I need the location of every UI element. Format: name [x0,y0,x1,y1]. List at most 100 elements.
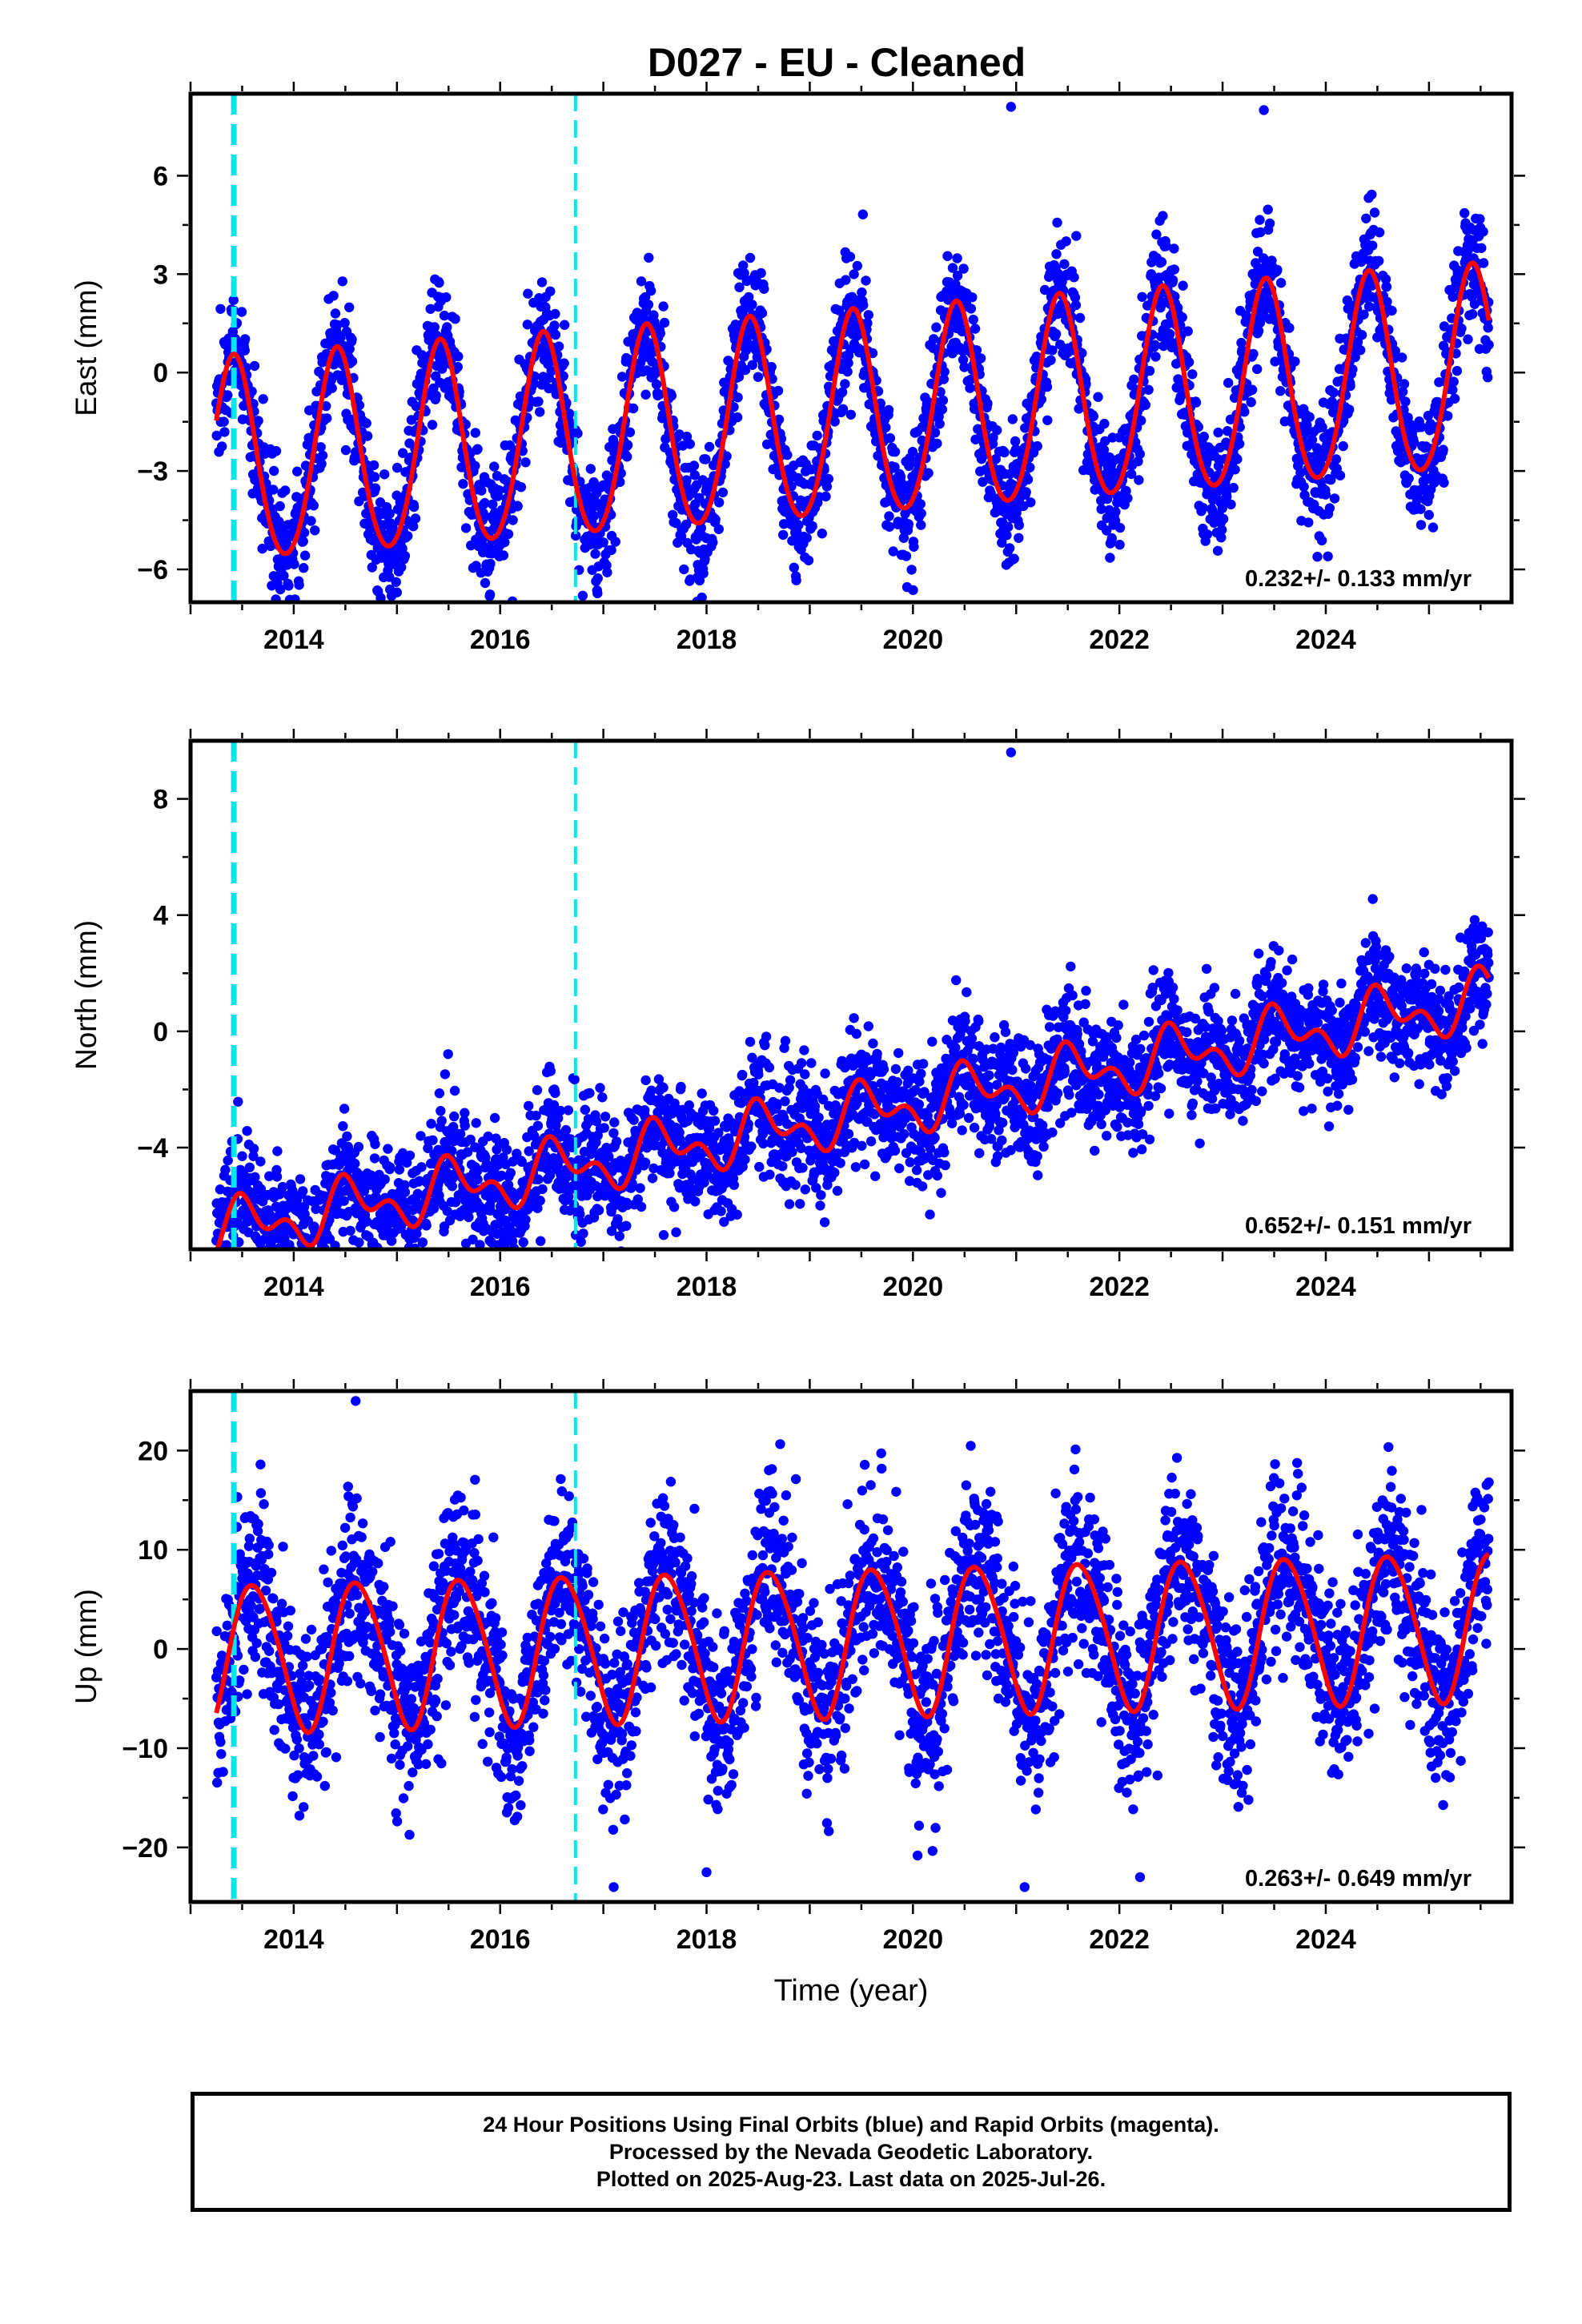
data-point [221,1277,231,1286]
data-point [734,282,745,292]
data-point [1484,340,1494,350]
data-point [823,473,834,485]
data-point [1478,227,1488,237]
data-point [1255,215,1265,225]
data-point [938,374,950,384]
data-point [584,1088,595,1099]
data-point [470,428,480,438]
data-point [708,537,718,548]
data-point [732,1209,742,1220]
data-point [532,1120,544,1132]
data-point [636,276,647,287]
data-point [535,1196,545,1206]
data-point [593,1205,604,1216]
data-point [967,292,978,303]
data-point [934,419,945,429]
data-point [863,310,874,320]
data-point [1335,470,1346,480]
data-point [681,475,692,485]
data-point [321,400,331,412]
data-point [997,537,1007,548]
data-point [621,1220,632,1232]
data-point [778,529,789,541]
data-point [218,1251,227,1261]
data-point [658,1082,669,1093]
data-point [440,1069,451,1080]
data-point [958,263,969,274]
data-point [1217,525,1227,535]
data-point [431,390,441,401]
data-point [1387,305,1397,316]
data-point [753,372,764,382]
data-point [237,414,248,424]
data-point [1150,340,1160,350]
data-point [714,497,725,508]
data-point [1150,352,1161,362]
data-point [1046,355,1056,365]
data-point [311,1261,321,1271]
data-point [1014,533,1024,543]
data-point [231,1270,240,1280]
data-point [239,345,250,356]
data-point [668,509,678,521]
data-point [217,441,227,452]
data-point [764,1062,775,1073]
data-point [658,1230,669,1240]
data-point [556,428,567,438]
data-point [488,499,498,509]
data-point [1199,432,1210,442]
data-point [345,1225,355,1236]
data-point [829,416,840,427]
data-point [1275,386,1286,396]
data-point [306,1261,315,1270]
data-point [600,1112,611,1122]
data-point [685,439,695,449]
data-point [862,318,873,328]
data-point [550,1088,560,1099]
data-point [299,563,309,573]
data-point [1177,312,1187,323]
data-point [503,529,514,540]
data-point [720,459,730,469]
data-point [1140,400,1151,410]
data-point [414,1280,424,1289]
data-point [1476,243,1487,253]
data-point [310,525,320,536]
data-point [570,530,581,541]
data-point [363,1261,373,1271]
data-point [258,394,268,404]
data-point [697,1088,707,1099]
data-point [628,403,639,414]
data-point [524,1100,534,1112]
data-point [379,1174,390,1184]
data-point [1169,264,1180,275]
data-point [408,501,420,513]
data-point [598,537,608,548]
data-point [211,1275,221,1285]
data-point [588,476,599,488]
data-point [1182,326,1193,336]
data-point [611,1136,622,1147]
data-point [614,1231,624,1241]
data-point [249,360,260,372]
data-point [214,1273,223,1282]
data-point [1213,427,1223,438]
data-point [460,1108,470,1118]
data-point [841,275,851,285]
data-point [237,1151,247,1161]
data-point [640,1075,651,1086]
data-point [1070,292,1081,303]
data-point [472,1174,483,1184]
data-point [560,1124,572,1136]
data-point [1014,520,1025,530]
data-point [681,432,693,442]
data-point [1167,275,1178,285]
data-point [1006,102,1017,112]
data-point [1061,236,1071,247]
data-point [215,1255,225,1265]
data-point [489,461,500,472]
data-point [307,1255,316,1265]
data-point [616,372,628,382]
data-point [434,277,444,288]
data-point [215,304,226,314]
